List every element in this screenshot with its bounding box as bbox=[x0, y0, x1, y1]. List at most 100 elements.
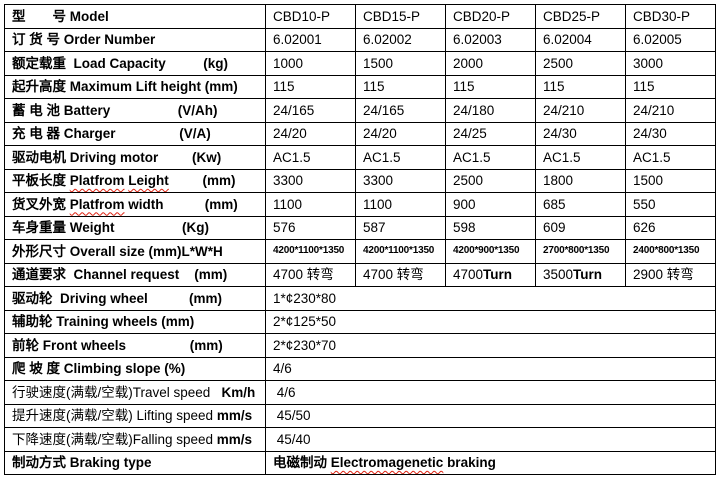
text-segment: 电磁制动 bbox=[273, 455, 331, 470]
value-weight-col4: 609 bbox=[535, 215, 626, 240]
value-model-col4: CBD25-P bbox=[535, 4, 626, 29]
text-segment: 900 bbox=[453, 196, 476, 212]
text-segment: 4200*900*1350 bbox=[453, 245, 520, 257]
label-climbing-slope: 爬 坡 度 Climbing slope (%) bbox=[4, 356, 266, 381]
value-charger-col1: 24/20 bbox=[265, 121, 356, 146]
spec-table: 型 号 Model CBD10-P CBD15-P CBD20-P CBD25-P CBD… bbox=[4, 4, 716, 475]
text-segment: 2700*800*1350 bbox=[543, 245, 610, 257]
spec-row-platform-width: 货叉外宽 Platfrom width (mm) 1100 1100 900 685 55… bbox=[4, 192, 716, 217]
label-platform-length: 平板长度 Platfrom Leight (mm) bbox=[4, 168, 266, 193]
text-segment: 型 号 Model bbox=[12, 8, 109, 24]
spec-row-max-lift-height: 起升高度 Maximum Lift height (mm) 115 115 115 11… bbox=[4, 74, 716, 99]
text-segment: 24/165 bbox=[363, 102, 405, 118]
text-segment: 45/40 bbox=[273, 431, 311, 447]
text-segment: 4700 转弯 bbox=[273, 267, 334, 282]
value-battery-col5: 24/210 bbox=[625, 98, 716, 123]
label-order-number: 订 货 号 Order Number bbox=[4, 27, 266, 52]
value-order-number-col2: 6.02002 bbox=[355, 27, 446, 52]
value-battery-col4: 24/210 bbox=[535, 98, 626, 123]
value-charger-col5: 24/30 bbox=[625, 121, 716, 146]
text-segment: 24/25 bbox=[453, 126, 487, 141]
value-driving-motor-col3: AC1.5 bbox=[445, 145, 536, 170]
value-model-col1: CBD10-P bbox=[265, 4, 356, 29]
label-overall-size: 外形尺寸 Overall size (mm)L*W*H bbox=[4, 239, 266, 264]
text-segment: (mm) bbox=[168, 173, 236, 188]
value-channel-request-col3: 4700Turn bbox=[445, 262, 536, 287]
text-segment: 4/6 bbox=[273, 384, 296, 400]
spec-row-training-wheels: 辅助轮 Training wheels (mm) 2*¢125*50 bbox=[4, 309, 716, 334]
value-platform-width-col3: 900 bbox=[445, 192, 536, 217]
value-overall-size-col4: 2700*800*1350 bbox=[535, 239, 626, 264]
text-segment: braking bbox=[443, 455, 496, 470]
text-segment: 24/20 bbox=[363, 126, 397, 141]
value-driving-motor-col5: AC1.5 bbox=[625, 145, 716, 170]
text-segment: 24/210 bbox=[543, 102, 585, 118]
text-segment: 2500 bbox=[453, 173, 484, 188]
text-segment: CBD15-P bbox=[363, 8, 421, 24]
text-segment: 1500 bbox=[363, 55, 394, 71]
label-falling-speed: 下降速度(满载/空载)Falling speed mm/s bbox=[4, 427, 266, 452]
label-braking-type: 制动方式 Braking type bbox=[4, 450, 266, 475]
spec-row-front-wheels: 前轮 Front wheels (mm) 2*¢230*70 bbox=[4, 333, 716, 358]
label-driving-wheel: 驱动轮 Driving wheel (mm) bbox=[4, 286, 266, 311]
misspelled-word: Platfrom bbox=[69, 196, 125, 212]
value-load-capacity-col4: 2500 bbox=[535, 51, 626, 76]
value-order-number-col1: 6.02001 bbox=[265, 27, 356, 52]
text-segment: 115 bbox=[453, 79, 475, 94]
text-segment: 576 bbox=[273, 220, 296, 235]
text-segment: AC1.5 bbox=[543, 149, 581, 165]
spec-row-battery: 蓄 电 池 Battery (V/Ah) 24/165 24/165 24/180 24… bbox=[4, 98, 716, 123]
spec-table-body: 型 号 Model CBD10-P CBD15-P CBD20-P CBD25-P CBD… bbox=[4, 4, 716, 475]
text-segment: mm/s bbox=[216, 408, 253, 423]
value-battery-col3: 24/180 bbox=[445, 98, 536, 123]
text-segment: 598 bbox=[453, 220, 476, 235]
text-segment: 额定载重 Load Capacity (kg) bbox=[12, 55, 229, 71]
text-segment: 1100 bbox=[363, 196, 393, 212]
text-segment: 2*¢230*70 bbox=[273, 337, 337, 353]
text-segment: AC1.5 bbox=[273, 149, 311, 165]
value-load-capacity-col3: 2000 bbox=[445, 51, 536, 76]
text-segment: 起升高度 Maximum Lift height (mm) bbox=[12, 79, 238, 94]
text-segment: 1100 bbox=[273, 196, 303, 212]
text-segment: 驱动电机 Driving motor (Kw) bbox=[12, 149, 222, 165]
text-segment: 24/30 bbox=[543, 126, 577, 141]
value-model-col5: CBD30-P bbox=[625, 4, 716, 29]
value-max-lift-height-col4: 115 bbox=[535, 74, 626, 99]
value-overall-size-col1: 4200*1100*1350 bbox=[265, 239, 356, 264]
text-segment: AC1.5 bbox=[633, 149, 671, 165]
value-charger-col3: 24/25 bbox=[445, 121, 536, 146]
text-segment: 24/210 bbox=[633, 102, 675, 118]
text-segment: 1800 bbox=[543, 173, 574, 188]
text-segment: 前轮 Front wheels (mm) bbox=[12, 337, 223, 353]
label-training-wheels: 辅助轮 Training wheels (mm) bbox=[4, 309, 266, 334]
value-driving-motor-col2: AC1.5 bbox=[355, 145, 446, 170]
text-segment: 587 bbox=[363, 220, 386, 235]
text-segment: Turn bbox=[573, 267, 603, 282]
spec-row-driving-motor: 驱动电机 Driving motor (Kw) AC1.5 AC1.5 AC1.5 AC… bbox=[4, 145, 716, 170]
text-segment: 爬 坡 度 Climbing slope (%) bbox=[12, 361, 186, 376]
value-overall-size-col3: 4200*900*1350 bbox=[445, 239, 536, 264]
text-segment: 4200*1100*1350 bbox=[363, 245, 435, 257]
text-segment: 制动方式 Braking type bbox=[12, 455, 152, 470]
spec-row-charger: 充 电 器 Charger (V/A) 24/20 24/20 24/25 24/30 2… bbox=[4, 121, 716, 146]
label-front-wheels: 前轮 Front wheels (mm) bbox=[4, 333, 266, 358]
spec-row-overall-size: 外形尺寸 Overall size (mm)L*W*H 4200*1100*135… bbox=[4, 239, 716, 264]
value-load-capacity-col5: 3000 bbox=[625, 51, 716, 76]
text-segment: 3300 bbox=[273, 173, 304, 188]
text-segment: 115 bbox=[633, 79, 655, 94]
text-segment: 2500 bbox=[543, 55, 574, 71]
value-climbing-slope-span: 4/6 bbox=[265, 356, 716, 381]
text-segment: 24/180 bbox=[453, 102, 495, 118]
label-battery: 蓄 电 池 Battery (V/Ah) bbox=[4, 98, 266, 123]
value-platform-length-col5: 1500 bbox=[625, 168, 716, 193]
text-segment: mm/s bbox=[216, 431, 253, 447]
value-channel-request-col1: 4700 转弯 bbox=[265, 262, 356, 287]
value-falling-speed-span: 45/40 bbox=[265, 427, 716, 452]
value-platform-width-col1: 1100 bbox=[265, 192, 356, 217]
text-segment: 2000 bbox=[453, 55, 484, 71]
text-segment: 6.02004 bbox=[543, 32, 592, 47]
text-segment: 24/20 bbox=[273, 126, 307, 141]
label-model: 型 号 Model bbox=[4, 4, 266, 29]
value-channel-request-col2: 4700 转弯 bbox=[355, 262, 446, 287]
text-segment: 订 货 号 Order Number bbox=[12, 32, 156, 47]
